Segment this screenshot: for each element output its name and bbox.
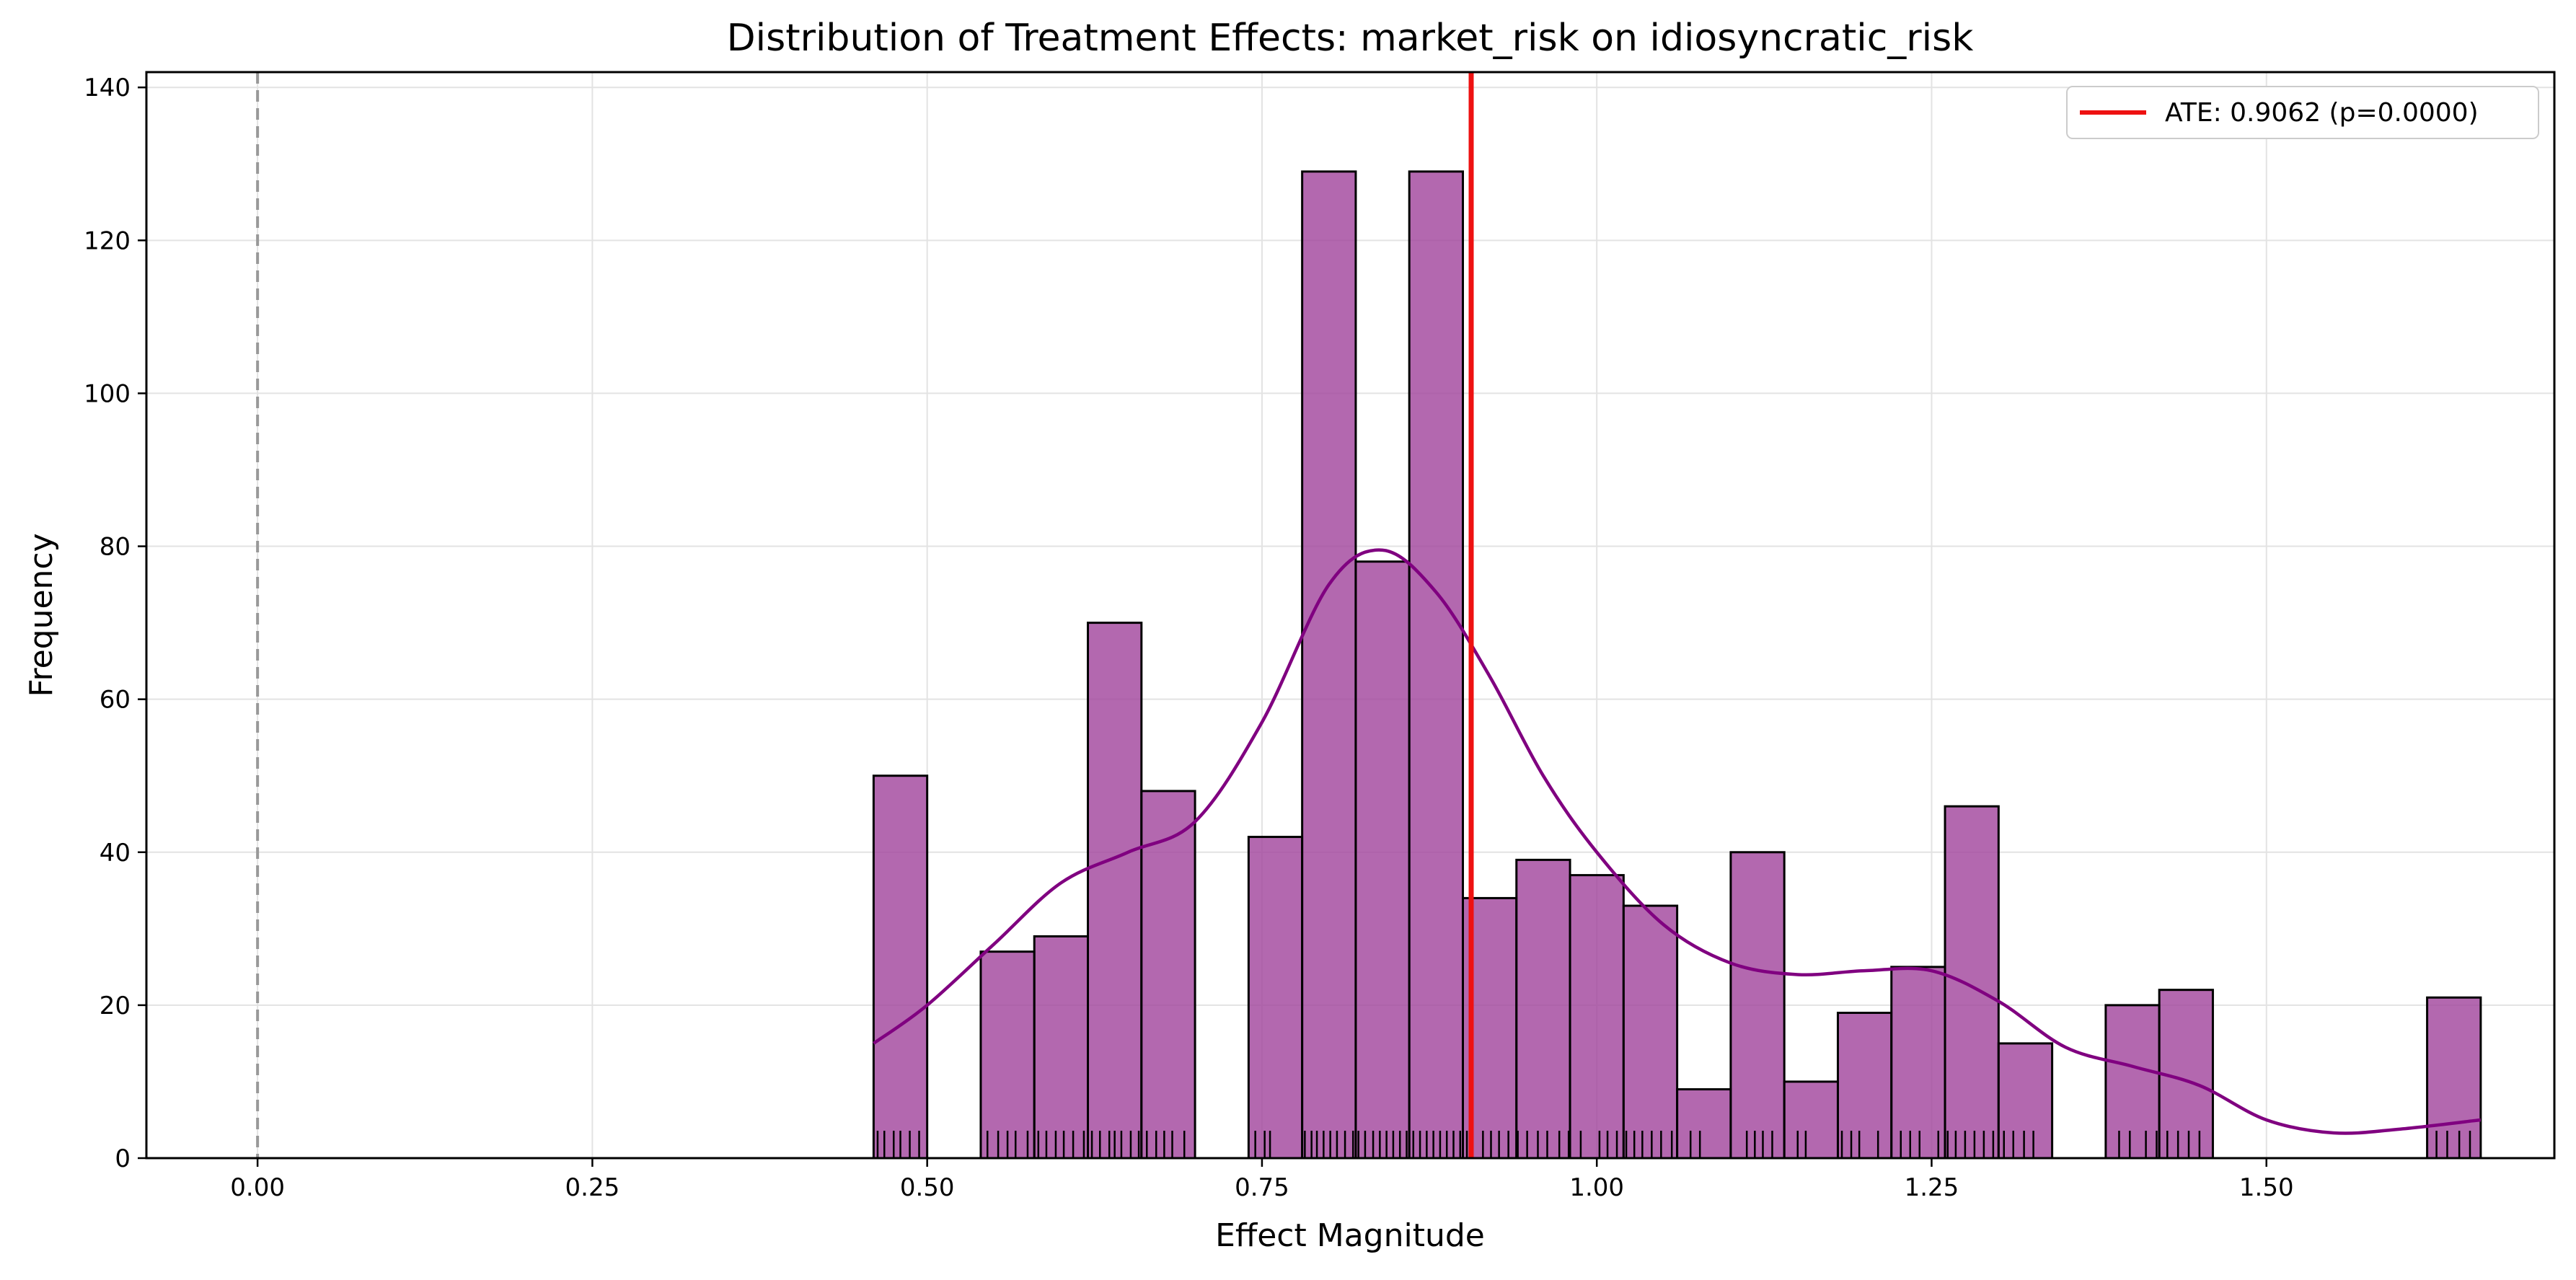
histogram-bar-7 (1247, 836, 1304, 1160)
histogram-bar-19 (1890, 966, 1946, 1160)
histogram-bar-16 (1729, 851, 1786, 1160)
plot-frame (145, 71, 2556, 1160)
histogram-bar-23 (2104, 1004, 2161, 1160)
x-tick-label-2: 0.50 (900, 1173, 955, 1202)
y-tick-label-2: 40 (100, 839, 131, 868)
histogram-bar-15 (1676, 1088, 1732, 1160)
histogram-bar-17 (1783, 1080, 1839, 1160)
kde-curve (873, 548, 2482, 1135)
x-axis-label: Effect Magnitude (1215, 1217, 1485, 1254)
histogram-bar-9 (1354, 560, 1411, 1160)
histogram-bar-5 (1140, 790, 1196, 1160)
y-tick-label-6: 120 (84, 226, 131, 255)
histogram-bar-21 (1997, 1042, 2054, 1160)
histogram-bar-14 (1622, 904, 1679, 1160)
ticks-layer: 0.00 0.25 0.50 0.75 1.00 1.25 1.50 0 20 40 60 80 100… (84, 74, 2293, 1202)
rug-layer (876, 1131, 2471, 1158)
x-tick-label-5: 1.25 (1905, 1173, 1959, 1202)
y-tick-label-0: 0 (115, 1144, 131, 1173)
y-tick-label-4: 80 (100, 533, 131, 562)
histogram-bar-10 (1408, 170, 1464, 1160)
histogram-bar-8 (1301, 170, 1357, 1160)
histogram-bar-2 (979, 950, 1036, 1160)
x-tick-label-4: 1.00 (1569, 1173, 1624, 1202)
histogram-bar-12 (1515, 858, 1571, 1160)
y-axis-label: Frequency (23, 533, 60, 697)
histogram-bar-29 (2426, 996, 2482, 1160)
reference-lines-layer (256, 72, 1474, 1158)
bars-layer (872, 170, 2482, 1160)
y-tick-label-3: 60 (100, 686, 131, 715)
legend-ate-label: ATE: 0.9062 (p=0.0000) (2165, 98, 2479, 128)
x-tick-label-0: 0.00 (230, 1173, 285, 1202)
x-tick-label-1: 0.25 (565, 1173, 620, 1202)
histogram-bar-4 (1087, 622, 1143, 1160)
histogram-bar-13 (1569, 874, 1625, 1160)
x-tick-label-3: 0.75 (1235, 1173, 1289, 1202)
histogram-bar-20 (1944, 805, 2000, 1160)
y-tick-label-7: 140 (84, 74, 131, 102)
histogram-bar-18 (1836, 1011, 1893, 1160)
histogram-bar-3 (1033, 935, 1090, 1160)
legend-box (2066, 86, 2539, 139)
y-tick-label-1: 20 (100, 992, 131, 1020)
kde-layer (873, 548, 2482, 1135)
y-tick-label-5: 100 (84, 379, 131, 408)
legend: ATE: 0.9062 (p=0.0000) (2066, 86, 2539, 139)
x-tick-label-6: 1.50 (2239, 1173, 2294, 1202)
histogram-bar-0 (872, 774, 929, 1160)
chart-title: Distribution of Treatment Effects: marke… (727, 17, 1974, 60)
